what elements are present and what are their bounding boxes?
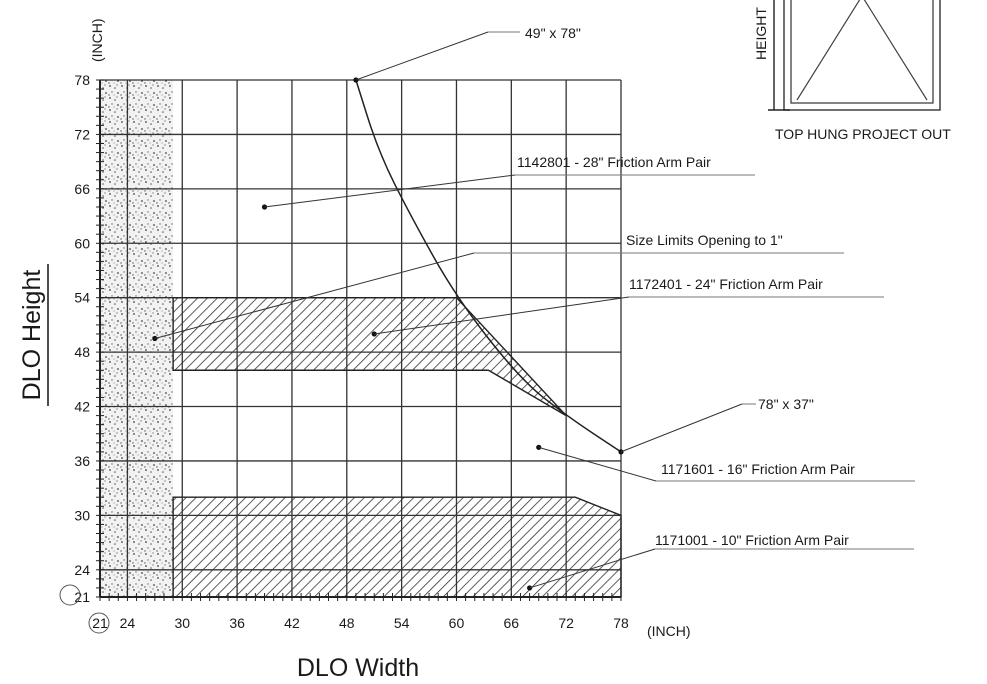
- callout-1171601-16-friction-arm-pair-label: 1171601 - 16" Friction Arm Pair: [661, 461, 855, 477]
- x-tick-label-72: 72: [558, 615, 574, 631]
- window-frame: [783, 0, 941, 111]
- x-tick-label-48: 48: [339, 615, 355, 631]
- region-1171001-10-friction-arm-pair: [173, 497, 621, 597]
- callout-1171001-10-friction-arm-pair-label: 1171001 - 10" Friction Arm Pair: [655, 532, 849, 548]
- region-size-limits-opening-to-1: [100, 80, 174, 597]
- x-tick-label-42: 42: [284, 615, 300, 631]
- x-tick-label-66: 66: [504, 615, 520, 631]
- callout-1142801-28-friction-arm-pair-leader: [264, 174, 516, 208]
- y-tick-label-60: 60: [74, 235, 90, 251]
- max-size-curve: [355, 79, 622, 453]
- callout-1142801-28-friction-arm-pair-label: 1142801 - 28" Friction Arm Pair: [517, 154, 711, 170]
- x-axis-title: DLO Width: [297, 654, 419, 682]
- y-tick-label-30: 30: [74, 507, 90, 523]
- y-origin-circle: [59, 584, 81, 606]
- y-axis-unit: (INCH): [89, 18, 105, 62]
- region-1171601-16-friction-arm-pair: [173, 370, 621, 516]
- inset-diagram: HEIGHT TOP HUNG PROJECT OUT: [753, 0, 951, 142]
- opening-indicator-left: [796, 0, 861, 101]
- x-tick-label-54: 54: [394, 615, 410, 631]
- callout-1171001-10-friction-arm-pair-leader: [529, 548, 656, 589]
- y-tick-label-66: 66: [74, 181, 90, 197]
- x-tick-label-30: 30: [174, 615, 190, 631]
- y-tick-label-36: 36: [74, 453, 90, 469]
- y-tick-label-78: 78: [74, 72, 90, 88]
- y-tick-label-48: 48: [74, 344, 90, 360]
- callout-1172401-24-friction-arm-pair-label: 1172401 - 24" Friction Arm Pair: [629, 276, 823, 292]
- callout-1171601-16-friction-arm-pair-leader: [538, 446, 657, 482]
- callout-78-x-37-label: 78" x 37": [758, 396, 814, 412]
- x-tick-label-24: 24: [120, 615, 136, 631]
- y-tick-label-72: 72: [74, 126, 90, 142]
- callout-1172401-24-friction-arm-pair-leader: [374, 296, 630, 335]
- region-outline-1172401-24-friction-arm-pair: [172, 296, 567, 417]
- window-sash: [790, 0, 934, 104]
- callout-78-x-37-leader: [620, 403, 743, 453]
- y-tick-label-24: 24: [74, 562, 90, 578]
- x-tick-label-78: 78: [613, 615, 629, 631]
- y-axis-title: DLO Height: [18, 270, 46, 401]
- x-axis-unit: (INCH): [647, 623, 691, 639]
- callout-49-x-78-leader: [355, 31, 489, 81]
- plot-area: 21 24 30 36 42 48 54 60 66 72 78212430364248546066…: [59, 25, 915, 634]
- x-origin-circle: [88, 612, 110, 634]
- callout-49-x-78-label: 49" x 78": [525, 25, 581, 41]
- callout-size-limits-opening-to-1-leader: [154, 252, 475, 339]
- y-tick-label-54: 54: [74, 290, 90, 306]
- height-side-label: HEIGHT: [753, 7, 769, 60]
- region-1172401-24-friction-arm-pair: [173, 297, 567, 416]
- opening-indicator-right: [863, 0, 928, 101]
- x-tick-label-36: 36: [229, 615, 245, 631]
- callout-size-limits-opening-to-1-label: Size Limits Opening to 1": [626, 232, 783, 248]
- window-type-caption: TOP HUNG PROJECT OUT: [775, 126, 951, 142]
- y-tick-label-42: 42: [74, 399, 90, 415]
- x-tick-label-60: 60: [449, 615, 465, 631]
- x-tick-label-21: 21: [92, 615, 108, 631]
